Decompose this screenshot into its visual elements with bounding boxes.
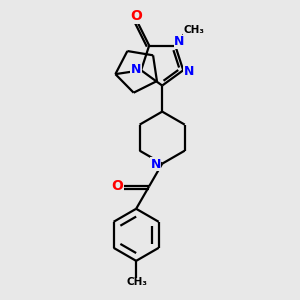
Text: N: N	[184, 65, 194, 78]
Text: N: N	[151, 158, 161, 171]
Text: N: N	[174, 35, 184, 48]
Text: O: O	[112, 179, 123, 193]
Text: O: O	[130, 10, 142, 23]
Text: CH₃: CH₃	[127, 278, 148, 287]
Text: CH₃: CH₃	[183, 25, 204, 35]
Text: N: N	[131, 63, 141, 76]
